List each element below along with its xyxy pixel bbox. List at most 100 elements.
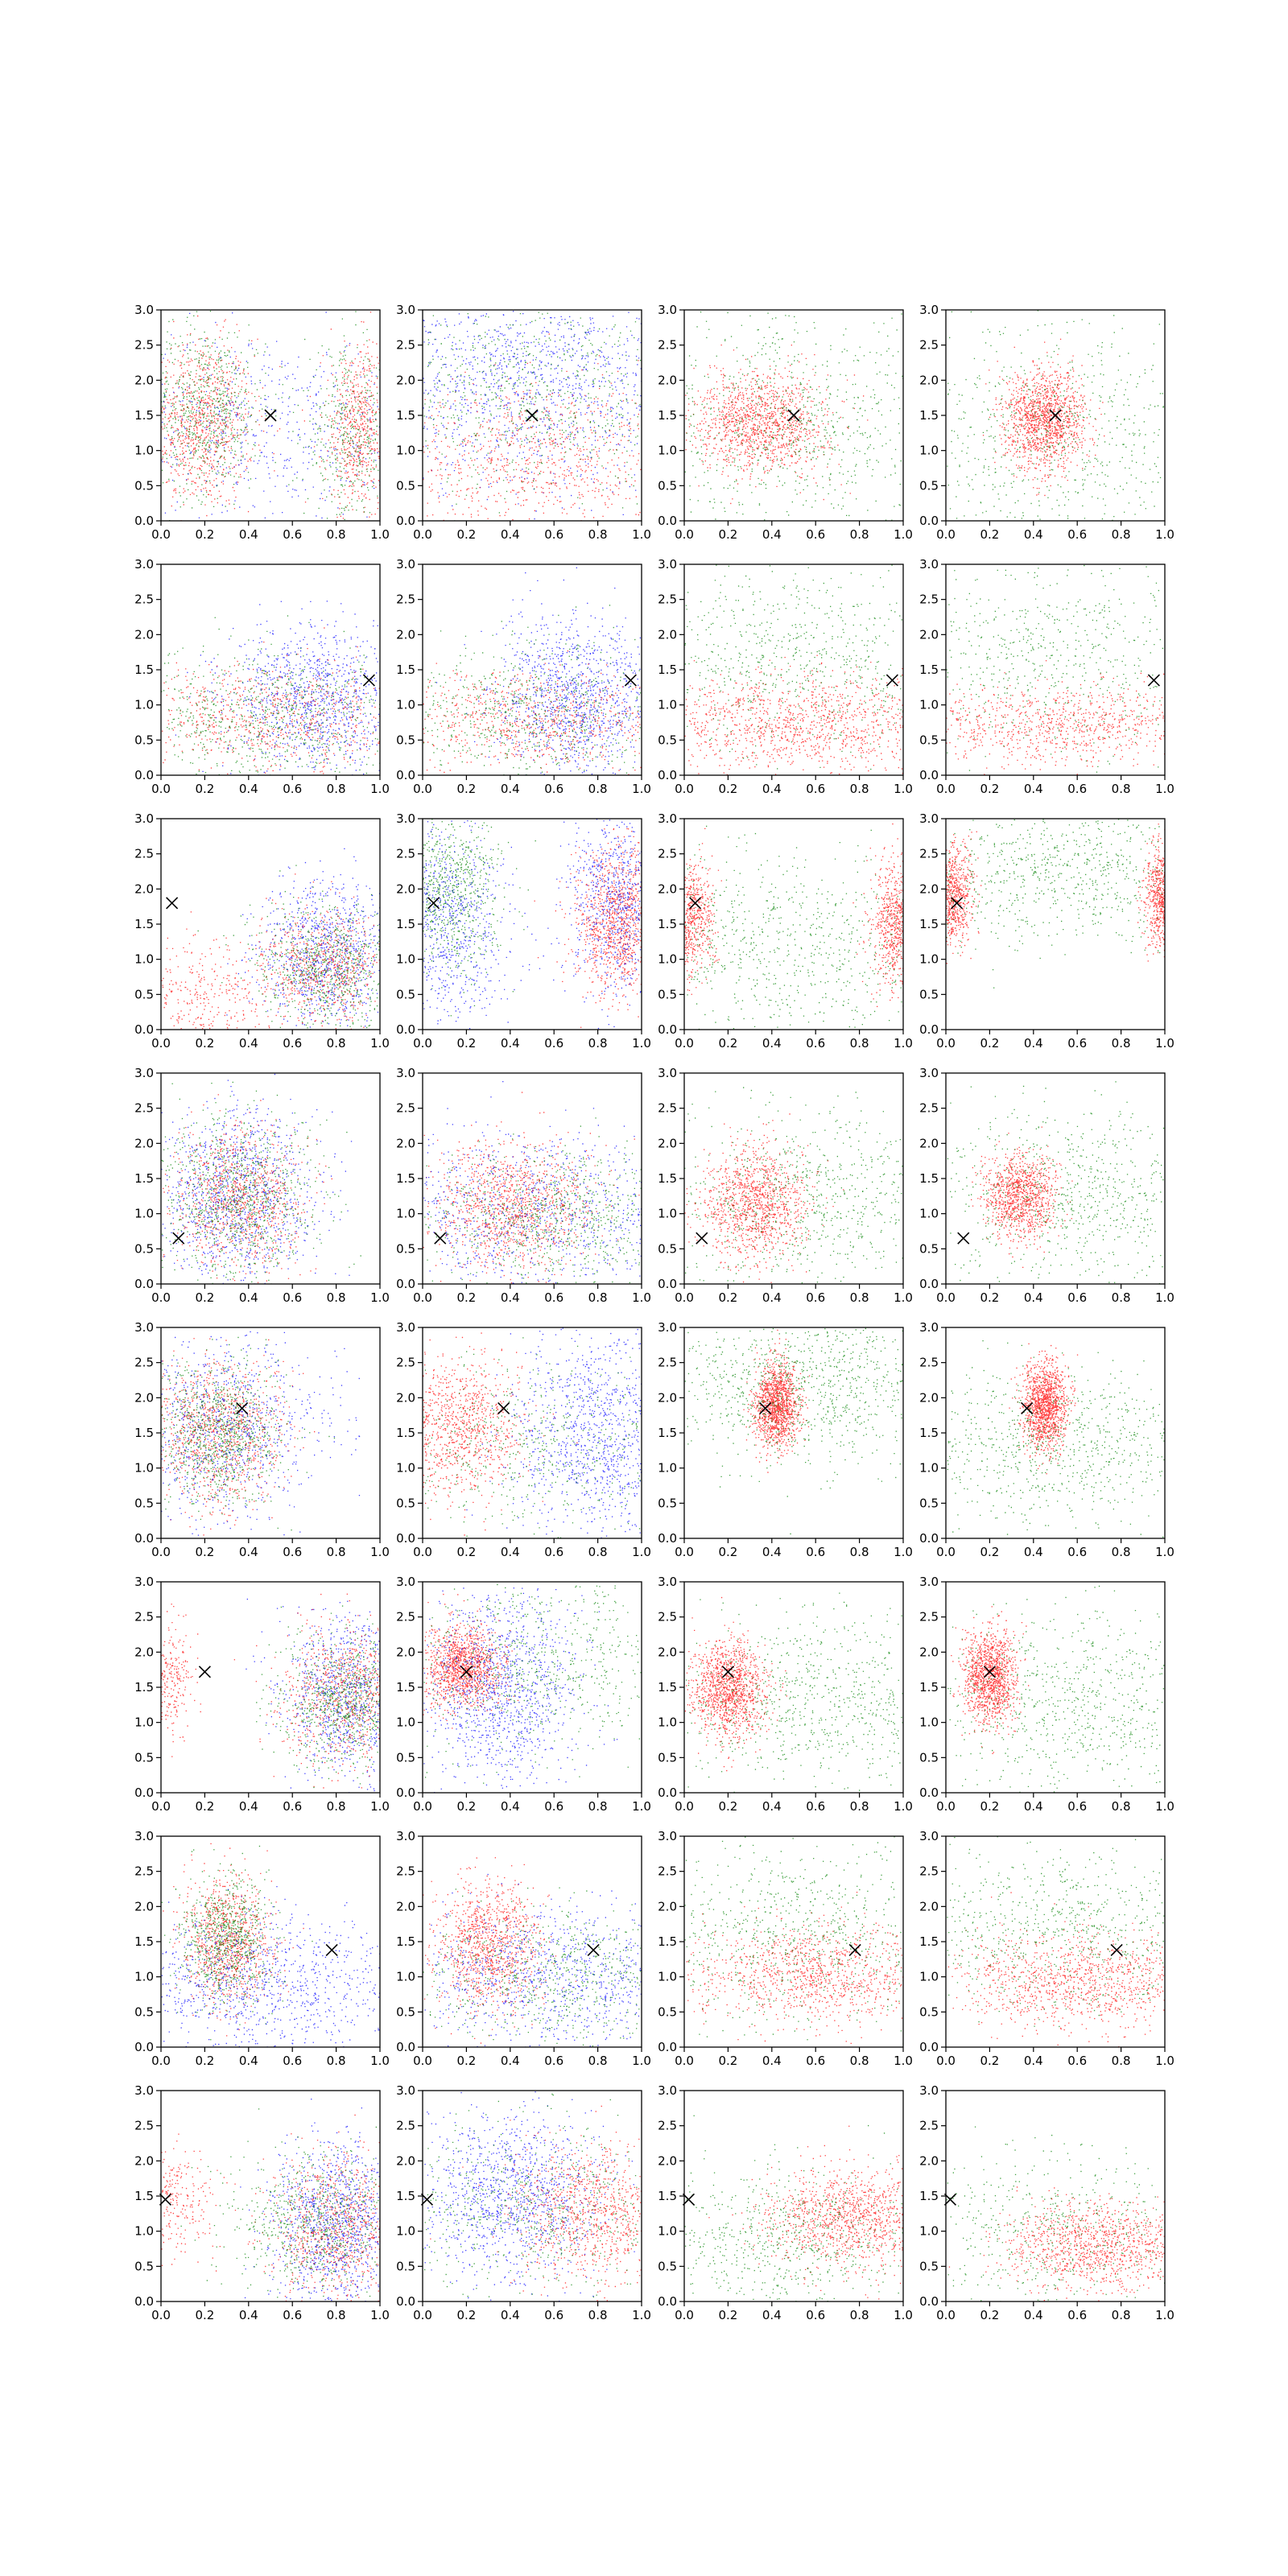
point-series-green [685, 825, 903, 1030]
point-series-green [423, 1337, 642, 1538]
scatter-panel: 0.0 0.2 0.4 0.6 0.8 1.0 0.0 0.5 1.0 1.5 2.0 2.5 3.0 [919, 1575, 1174, 1814]
axes-frame [422, 1327, 642, 1539]
x-tick-label: 1.0 [894, 2308, 913, 2322]
y-tick-label: 1.0 [396, 2224, 415, 2239]
y-tick-label: 1.0 [396, 1715, 415, 1730]
y-tick-label: 2.0 [919, 881, 939, 896]
x-tick-label: 0.8 [327, 1290, 346, 1305]
point-cloud [161, 848, 380, 1030]
y-tick-label: 1.0 [919, 1207, 939, 1221]
point-cloud [947, 1340, 1165, 1538]
x-tick-label: 0.6 [806, 2054, 825, 2068]
point-series-red [163, 1843, 304, 2037]
point-cloud [684, 1327, 903, 1535]
point-series-green [423, 819, 536, 1017]
y-tick-label: 0.5 [919, 987, 939, 1001]
y-tick-label: 3.0 [134, 1320, 154, 1335]
x-tick-label: 0.2 [718, 782, 737, 796]
x-tick-label: 1.0 [894, 1290, 913, 1305]
y-tick-label: 2.0 [919, 1136, 939, 1150]
point-series-green [946, 819, 1163, 989]
point-series-green [161, 615, 380, 775]
x-tick-label: 0.4 [1024, 2054, 1043, 2068]
y-tick-label: 3.0 [396, 2083, 415, 2098]
y-tick-label: 1.0 [658, 2224, 677, 2239]
x-tick-label: 0.8 [1112, 1545, 1131, 1559]
x-tick-label: 0.6 [806, 2308, 825, 2322]
x-tick-label: 0.0 [675, 1799, 694, 1814]
y-tick-label: 1.0 [396, 952, 415, 967]
y-tick-label: 0.5 [396, 478, 415, 493]
x-marker [943, 2193, 957, 2206]
y-tick-label: 1.5 [658, 1426, 677, 1440]
x-tick-label: 1.0 [632, 527, 651, 542]
y-tick-label: 1.0 [134, 1207, 154, 1221]
x-tick-label: 0.8 [588, 2308, 608, 2322]
x-tick-label: 0.2 [456, 1290, 476, 1305]
x-tick-label: 0.2 [456, 782, 476, 796]
point-cloud [161, 311, 380, 521]
scatter-panel: 0.0 0.2 0.4 0.6 0.8 1.0 0.0 0.5 1.0 1.5 2.0 2.5 3.0 [658, 1066, 913, 1305]
x-marker [325, 1943, 338, 1957]
y-tick-label: 1.0 [658, 1715, 677, 1730]
y-tick-label: 0.0 [658, 2294, 677, 2309]
x-marker [759, 1402, 772, 1414]
x-tick-label: 0.6 [1067, 782, 1087, 796]
y-tick-label: 2.5 [919, 592, 939, 607]
point-series-red [971, 1126, 1073, 1268]
y-tick-label: 2.0 [396, 1899, 415, 1913]
x-marker [198, 1666, 211, 1678]
x-tick-label: 0.8 [850, 1799, 869, 1814]
x-tick-label: 0.6 [283, 1545, 302, 1559]
axes-frame [945, 1835, 1166, 2048]
y-tick-label: 0.5 [134, 2004, 154, 2019]
y-tick-label: 2.5 [658, 338, 677, 353]
x-tick-label: 1.0 [632, 1545, 651, 1559]
y-tick-label: 0.5 [658, 1750, 677, 1765]
x-tick-label: 0.6 [283, 527, 302, 542]
point-series-green [281, 311, 380, 520]
x-tick-label: 1.0 [1155, 782, 1174, 796]
x-tick-label: 0.4 [1024, 1036, 1043, 1051]
y-tick-label: 0.5 [396, 1750, 415, 1765]
point-series-red [743, 1329, 811, 1473]
y-tick-label: 3.0 [134, 1829, 154, 1843]
y-tick-label: 3.0 [396, 1575, 415, 1589]
x-tick-label: 1.0 [1155, 1545, 1174, 1559]
y-tick-label: 1.0 [134, 2224, 154, 2239]
axes-frame [422, 1835, 642, 2048]
x-marker [983, 1666, 996, 1678]
y-tick-label: 2.5 [658, 847, 677, 861]
x-tick-label: 0.6 [1067, 2054, 1087, 2068]
y-tick-label: 1.5 [396, 1171, 415, 1186]
point-series-red [982, 338, 1105, 497]
x-tick-label: 0.4 [1024, 1545, 1043, 1559]
y-tick-label: 3.0 [919, 303, 939, 317]
y-tick-label: 0.0 [396, 1277, 415, 1291]
x-tick-label: 0.0 [151, 1545, 171, 1559]
x-tick-label: 0.0 [151, 2054, 171, 2068]
x-tick-label: 0.4 [239, 1036, 258, 1051]
y-tick-label: 2.0 [658, 1390, 677, 1405]
y-tick-label: 1.5 [919, 663, 939, 677]
point-series-red [686, 1892, 903, 2044]
x-tick-label: 0.8 [588, 1545, 608, 1559]
y-tick-label: 3.0 [658, 1066, 677, 1080]
y-tick-label: 0.5 [396, 2259, 415, 2273]
point-series-red [946, 660, 1165, 775]
y-tick-label: 2.0 [134, 1390, 154, 1405]
y-tick-label: 0.0 [134, 514, 154, 528]
x-tick-label: 0.6 [544, 1036, 564, 1051]
y-tick-label: 2.0 [396, 373, 415, 387]
axes-frame [683, 2090, 904, 2302]
point-series-green [161, 1845, 313, 2041]
y-tick-label: 2.0 [396, 881, 415, 896]
y-tick-label: 2.0 [919, 373, 939, 387]
y-tick-label: 1.5 [919, 1171, 939, 1186]
scatter-panel: 0.0 0.2 0.4 0.6 0.8 1.0 0.0 0.5 1.0 1.5 2.0 2.5 3.0 [658, 1320, 913, 1559]
y-tick-label: 1.5 [134, 1934, 154, 1949]
y-tick-label: 1.0 [919, 1461, 939, 1476]
point-cloud [423, 1081, 642, 1284]
y-tick-label: 0.0 [658, 768, 677, 782]
y-tick-label: 3.0 [658, 1575, 677, 1589]
